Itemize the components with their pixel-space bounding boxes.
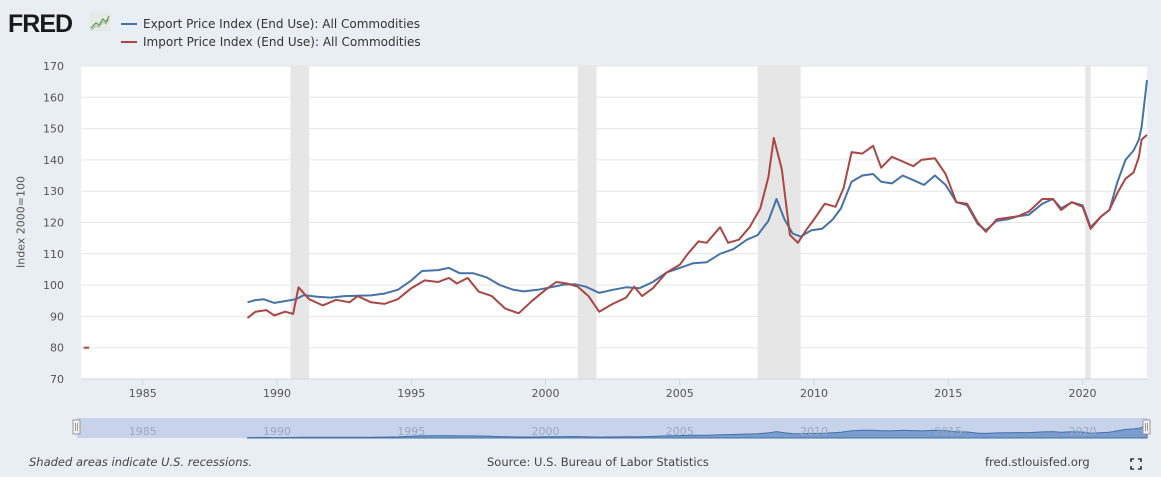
- x-tick-label: 1990: [263, 387, 291, 400]
- import-series-line: [246, 134, 1148, 319]
- source-text: Source: U.S. Bureau of Labor Statistics: [487, 455, 709, 469]
- y-tick-label: 120: [43, 217, 64, 230]
- x-tick-label: 2000: [532, 387, 560, 400]
- legend: Export Price Index (End Use): All Commod…: [121, 15, 421, 51]
- navigator-tick-label: 1990: [263, 425, 291, 438]
- legend-swatch-export: [121, 23, 137, 25]
- y-tick-label: 70: [50, 373, 64, 386]
- export-series-line: [247, 79, 1148, 304]
- x-tick-label: 2020: [1069, 387, 1097, 400]
- legend-label-import: Import Price Index (End Use): All Commod…: [143, 35, 421, 49]
- navigator: 1985 1990 1995 2000 2005 2010 2015 2020: [72, 418, 1151, 439]
- navigator-area: [246, 423, 1148, 439]
- grid-lines: [81, 65, 1147, 380]
- x-tick-label: 1985: [129, 387, 157, 400]
- legend-swatch-import: [121, 41, 137, 43]
- y-tick-label: 90: [50, 310, 64, 323]
- x-tick-label: 2015: [934, 387, 962, 400]
- navigator-tick-label: 2000: [532, 425, 560, 438]
- legend-label-export: Export Price Index (End Use): All Commod…: [143, 17, 421, 31]
- navigator-tick-label: 1995: [397, 425, 425, 438]
- navigator-tick-label: 2020: [1069, 425, 1097, 438]
- chart-line-icon: [89, 13, 111, 31]
- fred-logo[interactable]: FRED: [8, 10, 73, 38]
- navigator-handle-left[interactable]: [72, 419, 81, 435]
- y-tick-label: 160: [43, 91, 64, 104]
- y-tick-label: 130: [43, 185, 64, 198]
- y-tick-label: 170: [43, 60, 64, 73]
- recession-note: Shaded areas indicate U.S. recessions.: [29, 455, 253, 469]
- site-link[interactable]: fred.stlouisfed.org: [985, 455, 1090, 469]
- navigator-tick-label: 2015: [934, 425, 962, 438]
- x-tick-label: 2005: [666, 387, 694, 400]
- navigator-tick-label: 2005: [666, 425, 694, 438]
- x-ticks: 1985 1990 1995 2000 2005 2010 2015 2020: [129, 379, 1097, 400]
- y-ticks: 70 80 90 100 110 120 130 140 150 160 170: [43, 60, 64, 386]
- y-tick-label: 110: [43, 248, 64, 261]
- x-tick-label: 1995: [397, 387, 425, 400]
- navigator-handle-right[interactable]: [1142, 419, 1151, 435]
- y-tick-label: 80: [50, 342, 64, 355]
- fullscreen-icon[interactable]: [1130, 455, 1142, 470]
- legend-item-import[interactable]: Import Price Index (End Use): All Commod…: [121, 33, 421, 51]
- x-tick-label: 2010: [800, 387, 828, 400]
- y-tick-label: 100: [43, 279, 64, 292]
- y-tick-label: 140: [43, 154, 64, 167]
- legend-item-export[interactable]: Export Price Index (End Use): All Commod…: [121, 15, 421, 33]
- series-lines: [83, 79, 1148, 349]
- y-tick-label: 150: [43, 123, 64, 136]
- navigator-tick-label: 1985: [129, 425, 157, 438]
- navigator-tick-label: 2010: [800, 425, 828, 438]
